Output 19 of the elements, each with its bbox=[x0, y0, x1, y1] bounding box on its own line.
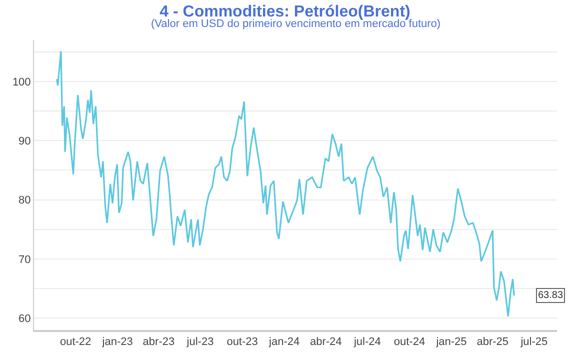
x-tick-label: jan-25 bbox=[435, 336, 467, 348]
x-tick-label: jan-24 bbox=[268, 336, 300, 348]
x-tick-label: out-23 bbox=[226, 336, 258, 348]
x-tick-label: jul-24 bbox=[352, 336, 381, 348]
x-tick-label: jan-23 bbox=[101, 336, 133, 348]
x-tick-label: out-22 bbox=[60, 336, 92, 348]
y-tick-label: 80 bbox=[18, 194, 31, 207]
y-tick-label: 70 bbox=[18, 254, 31, 266]
x-tick-label: jul-25 bbox=[520, 336, 548, 348]
x-tick-label: abr-23 bbox=[142, 336, 175, 348]
line-series bbox=[56, 50, 515, 318]
x-tick-label: abr-25 bbox=[476, 336, 508, 348]
x-tick-label: out-24 bbox=[394, 336, 426, 348]
annotation: 63.83 bbox=[538, 290, 564, 301]
y-tick-label: 60 bbox=[18, 313, 31, 326]
x-tick-label: abr-24 bbox=[310, 336, 342, 348]
y-tick-label: 100 bbox=[12, 76, 31, 88]
y-tick-label: 90 bbox=[18, 135, 31, 148]
x-tick-label: jul-23 bbox=[186, 336, 214, 348]
